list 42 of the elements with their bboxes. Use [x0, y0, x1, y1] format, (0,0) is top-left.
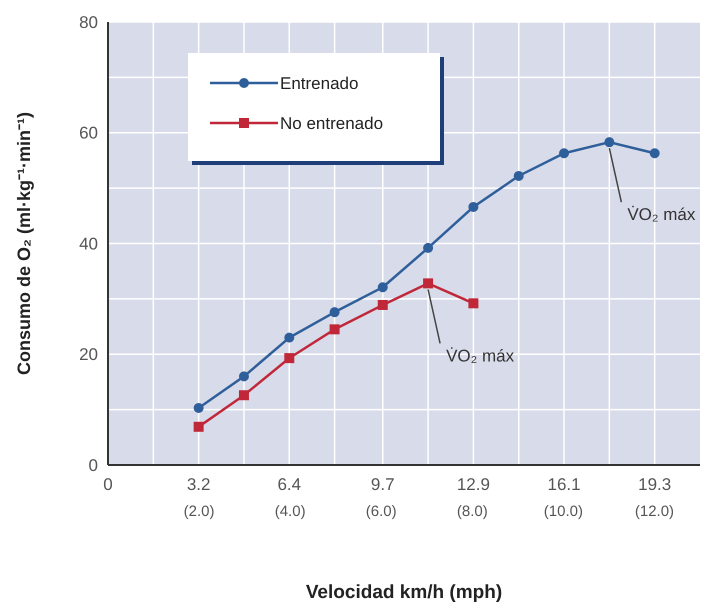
point: [330, 324, 340, 334]
y-tick-label: 20: [79, 345, 98, 364]
annotation: V̇O₂ máx: [446, 346, 515, 366]
point: [194, 422, 204, 432]
x2-tick-label: (4.0): [274, 503, 306, 520]
point: [378, 282, 388, 292]
point: [423, 278, 434, 288]
point: [468, 298, 478, 308]
point: [284, 332, 294, 343]
point: [559, 148, 570, 158]
y-tick-label: 80: [79, 12, 98, 32]
x-tick-label: 16.1: [547, 475, 581, 494]
x2-tick-label: (10.0): [544, 503, 583, 520]
y-axis-title: Consumo de O₂ (ml·kg⁻¹·min⁻¹): [14, 112, 34, 375]
point: [423, 242, 434, 253]
x-tick-label: 12.9: [456, 475, 490, 494]
x2-tick-label: (6.0): [366, 503, 397, 520]
x-axis-title: Velocidad km/h (mph): [306, 582, 502, 603]
point: [650, 148, 660, 158]
point: [238, 371, 249, 382]
x2-tick-label: (2.0): [184, 503, 214, 520]
x-tick-label: 19.3: [638, 475, 672, 494]
x2-tick-label: (12.0): [634, 503, 674, 520]
x-tick-label: 3.2: [186, 475, 210, 494]
x-tick-label: 9.7: [370, 475, 395, 494]
x-tick-label: 0: [103, 475, 113, 494]
point: [604, 137, 614, 148]
point: [194, 402, 204, 413]
y-tick-label: 40: [79, 234, 98, 254]
y-tick-label: 60: [79, 124, 98, 143]
y-tick-label: 0: [88, 456, 98, 475]
point: [238, 390, 249, 400]
annotation: V̇O₂ máx: [627, 205, 696, 224]
x-tick-label: 6.4: [277, 475, 302, 494]
legend-label: No entrenado: [280, 114, 384, 133]
point: [284, 353, 294, 364]
point: [514, 170, 524, 181]
point: [330, 307, 340, 318]
point: [378, 300, 388, 310]
point: [468, 202, 478, 212]
x2-tick-label: (8.0): [456, 503, 488, 520]
legend-label: Entrenado: [280, 74, 358, 93]
